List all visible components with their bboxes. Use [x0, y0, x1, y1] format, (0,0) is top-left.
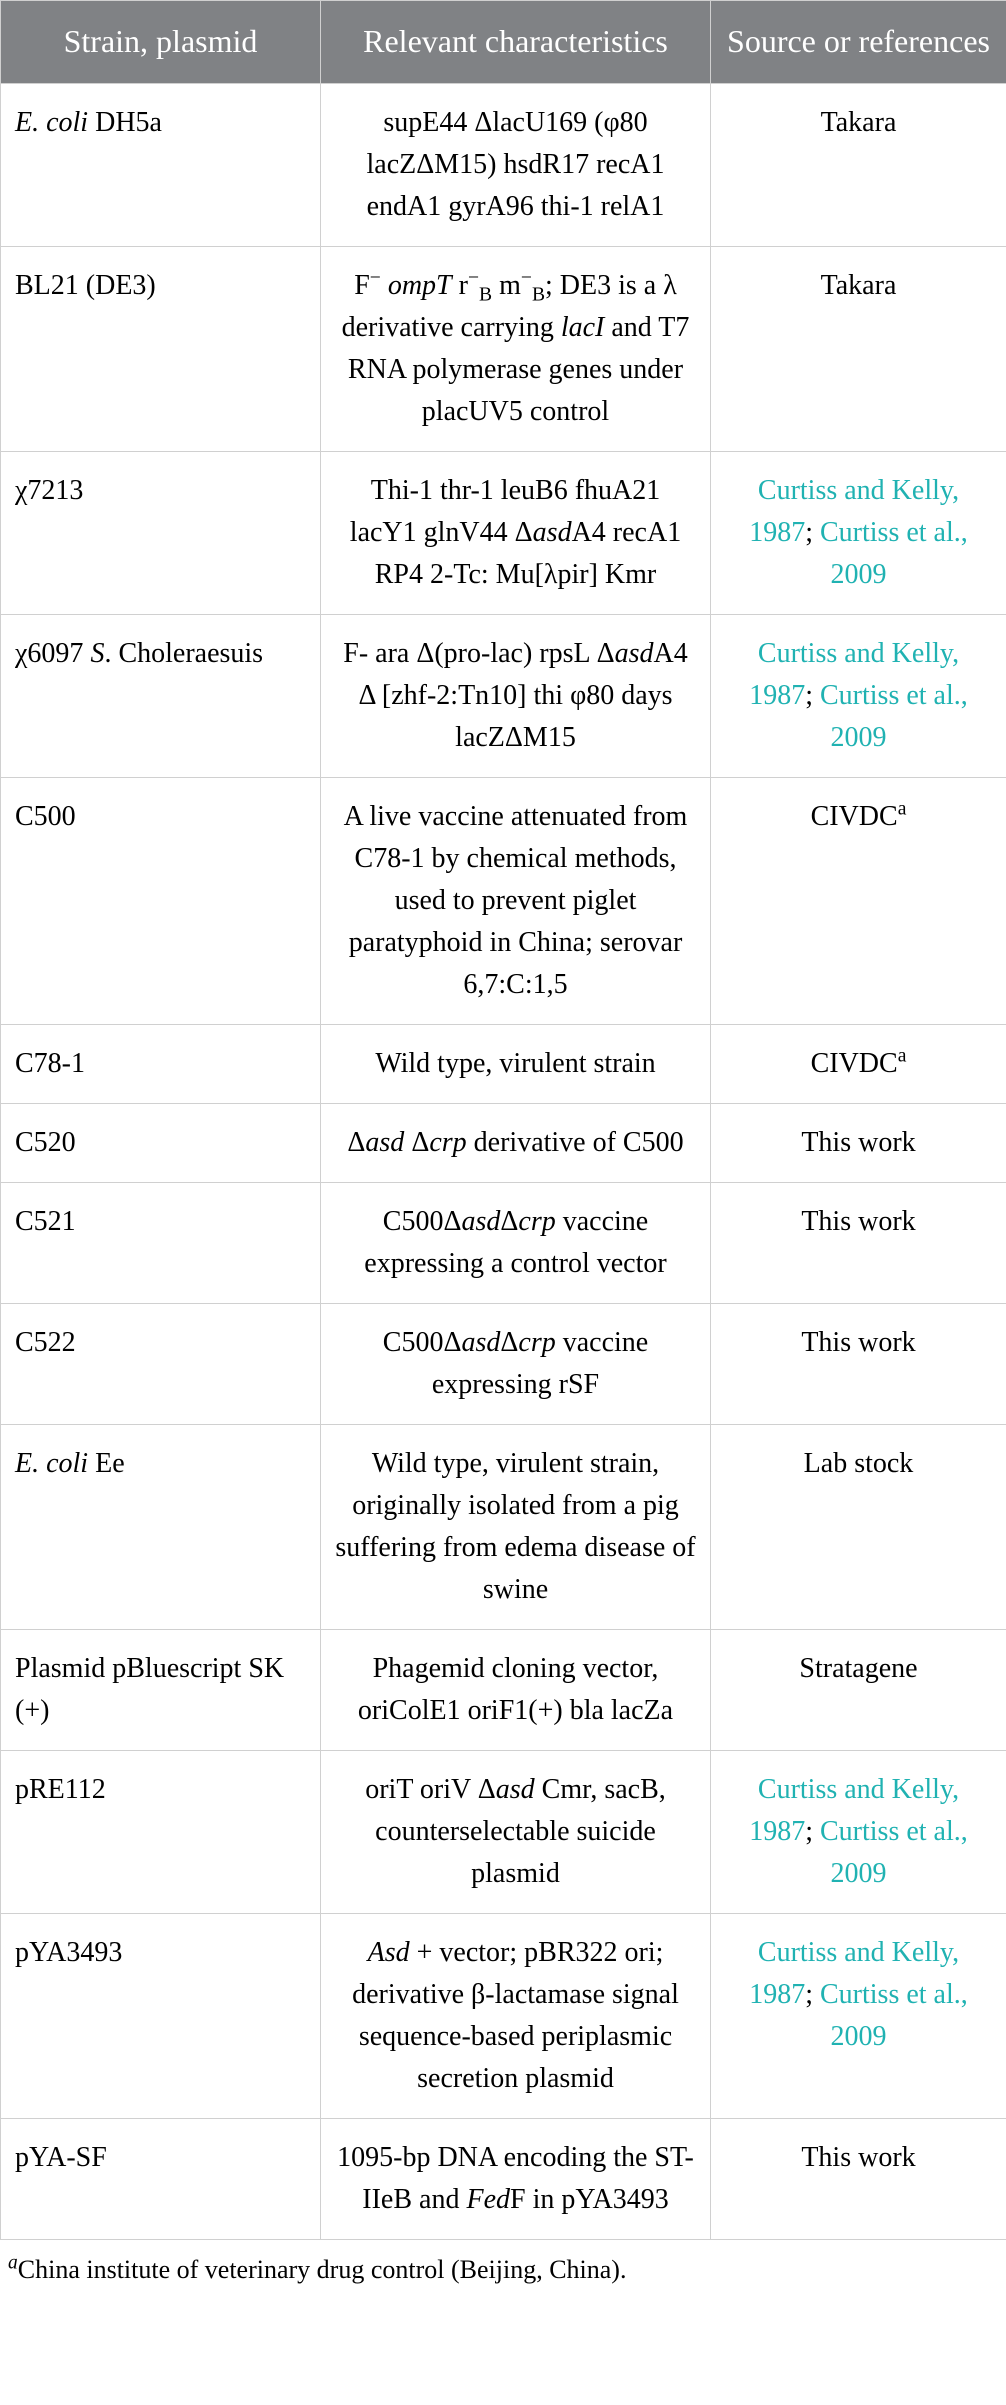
cell-strain: Plasmid pBluescript SK (+): [1, 1629, 321, 1750]
cell-strain: E. coli Ee: [1, 1424, 321, 1629]
table-row: χ6097 S. CholeraesuisF- ara Δ(pro-lac) r…: [1, 614, 1006, 777]
cell-strain: C522: [1, 1303, 321, 1424]
cell-characteristics: 1095-bp DNA encoding the ST-IIeB and Fed…: [321, 2118, 711, 2239]
cell-characteristics: Phagemid cloning vector, oriColE1 oriF1(…: [321, 1629, 711, 1750]
cell-strain: χ7213: [1, 451, 321, 614]
cell-source: This work: [711, 1303, 1006, 1424]
cell-source: Curtiss and Kelly, 1987; Curtiss et al.,…: [711, 451, 1006, 614]
cell-source: This work: [711, 2118, 1006, 2239]
cell-strain: pRE112: [1, 1750, 321, 1913]
cell-source: CIVDCa: [711, 777, 1006, 1024]
cell-strain: pYA-SF: [1, 2118, 321, 2239]
table-row: pYA3493Asd + vector; pBR322 ori; derivat…: [1, 1913, 1006, 2118]
cell-characteristics: oriT oriV Δasd Cmr, sacB, counterselecta…: [321, 1750, 711, 1913]
cell-characteristics: Wild type, virulent strain: [321, 1024, 711, 1103]
cell-source: This work: [711, 1182, 1006, 1303]
cell-source: Curtiss and Kelly, 1987; Curtiss et al.,…: [711, 1750, 1006, 1913]
table-row: Plasmid pBluescript SK (+)Phagemid cloni…: [1, 1629, 1006, 1750]
cell-strain: pYA3493: [1, 1913, 321, 2118]
table-row: E. coli DH5asupE44 ΔlacU169 (φ80 lacZΔM1…: [1, 83, 1006, 246]
header-strain: Strain, plasmid: [1, 1, 321, 84]
cell-source: Lab stock: [711, 1424, 1006, 1629]
cell-characteristics: Asd + vector; pBR322 ori; derivative β-l…: [321, 1913, 711, 2118]
table-row: E. coli EeWild type, virulent strain, or…: [1, 1424, 1006, 1629]
cell-characteristics: Wild type, virulent strain, originally i…: [321, 1424, 711, 1629]
cell-characteristics: F- ara Δ(pro-lac) rpsL ΔasdA4 Δ [zhf-2:T…: [321, 614, 711, 777]
cell-characteristics: A live vaccine attenuated from C78-1 by …: [321, 777, 711, 1024]
strains-table: Strain, plasmid Relevant characteristics…: [0, 0, 1006, 2240]
cell-characteristics: F− ompT r−B m−B; DE3 is a λ derivative c…: [321, 246, 711, 451]
cell-characteristics: C500ΔasdΔcrp vaccine expressing a contro…: [321, 1182, 711, 1303]
table-row: pRE112oriT oriV Δasd Cmr, sacB, counters…: [1, 1750, 1006, 1913]
cell-strain: C520: [1, 1103, 321, 1182]
cell-strain: E. coli DH5a: [1, 83, 321, 246]
header-characteristics: Relevant characteristics: [321, 1, 711, 84]
table-row: C521C500ΔasdΔcrp vaccine expressing a co…: [1, 1182, 1006, 1303]
cell-source: Curtiss and Kelly, 1987; Curtiss et al.,…: [711, 1913, 1006, 2118]
table-row: C78-1Wild type, virulent strainCIVDCa: [1, 1024, 1006, 1103]
cell-source: Takara: [711, 83, 1006, 246]
cell-strain: BL21 (DE3): [1, 246, 321, 451]
cell-source: Curtiss and Kelly, 1987; Curtiss et al.,…: [711, 614, 1006, 777]
cell-strain: C78-1: [1, 1024, 321, 1103]
cell-characteristics: C500ΔasdΔcrp vaccine expressing rSF: [321, 1303, 711, 1424]
table-footnote: aChina institute of veterinary drug cont…: [0, 2240, 1006, 2304]
cell-strain: C521: [1, 1182, 321, 1303]
table-row: C522C500ΔasdΔcrp vaccine expressing rSFT…: [1, 1303, 1006, 1424]
cell-strain: C500: [1, 777, 321, 1024]
table-row: χ7213Thi-1 thr-1 leuB6 fhuA21 lacY1 glnV…: [1, 451, 1006, 614]
cell-source: CIVDCa: [711, 1024, 1006, 1103]
table-header: Strain, plasmid Relevant characteristics…: [1, 1, 1006, 84]
cell-characteristics: supE44 ΔlacU169 (φ80 lacZΔM15) hsdR17 re…: [321, 83, 711, 246]
table-row: C500A live vaccine attenuated from C78-1…: [1, 777, 1006, 1024]
cell-source: Stratagene: [711, 1629, 1006, 1750]
table-row: pYA-SF1095-bp DNA encoding the ST-IIeB a…: [1, 2118, 1006, 2239]
cell-strain: χ6097 S. Choleraesuis: [1, 614, 321, 777]
header-source: Source or references: [711, 1, 1006, 84]
table-row: BL21 (DE3)F− ompT r−B m−B; DE3 is a λ de…: [1, 246, 1006, 451]
table-body: E. coli DH5asupE44 ΔlacU169 (φ80 lacZΔM1…: [1, 83, 1006, 2239]
cell-characteristics: Thi-1 thr-1 leuB6 fhuA21 lacY1 glnV44 Δa…: [321, 451, 711, 614]
cell-source: This work: [711, 1103, 1006, 1182]
table-row: C520Δasd Δcrp derivative of C500This wor…: [1, 1103, 1006, 1182]
cell-characteristics: Δasd Δcrp derivative of C500: [321, 1103, 711, 1182]
cell-source: Takara: [711, 246, 1006, 451]
